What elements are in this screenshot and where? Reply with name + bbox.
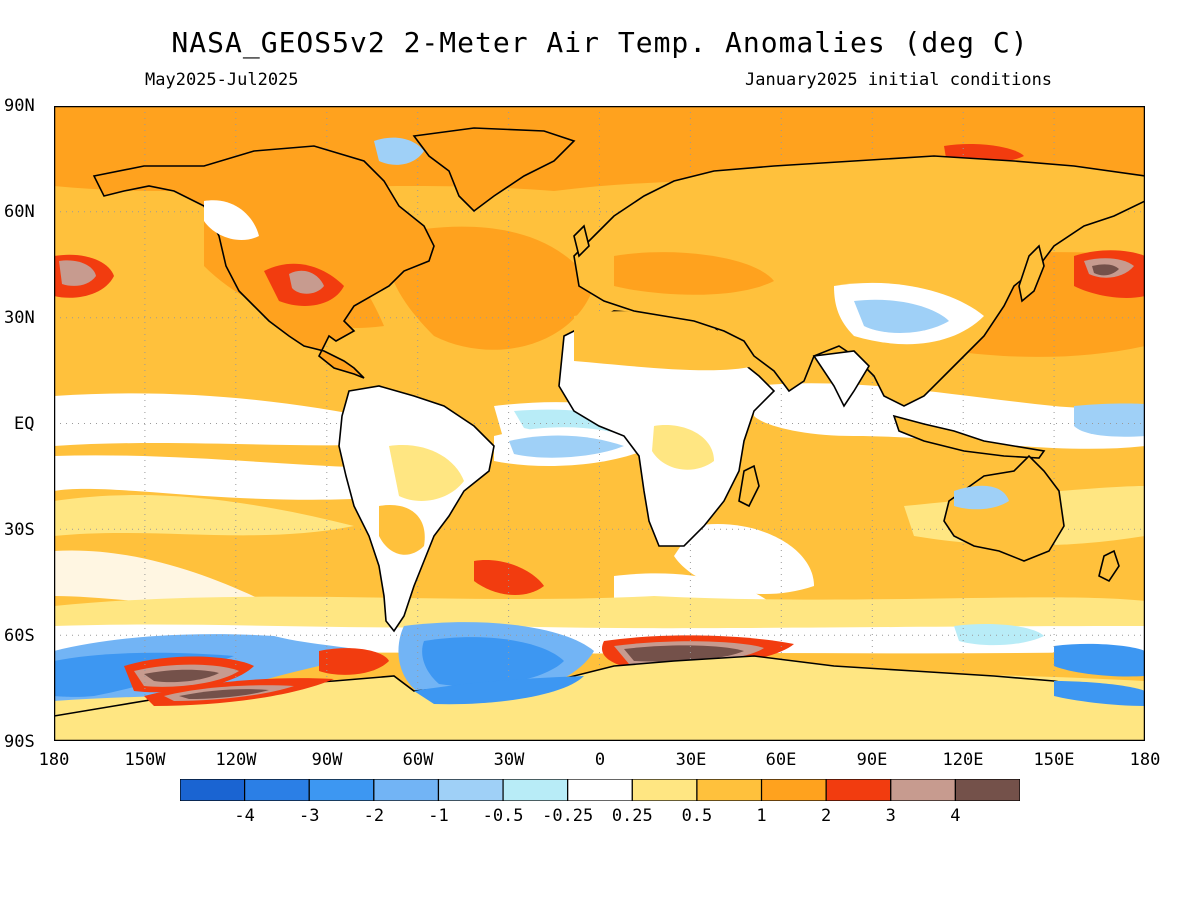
lat-label-60n: 60N <box>4 202 35 222</box>
eurasia <box>573 155 1145 407</box>
colorbar-tick-label: 0.25 <box>611 806 653 826</box>
colorbar-tick-label: 4 <box>950 806 961 826</box>
south-america <box>338 385 495 633</box>
colorbar-tick-label: 3 <box>885 806 896 826</box>
colorbar-tick-label: -0.25 <box>542 806 594 826</box>
colorbar-tick-label: 0.5 <box>681 806 713 826</box>
indonesia <box>892 414 1046 459</box>
colorbar-swatch <box>244 779 310 801</box>
british-isles <box>573 224 590 258</box>
lon-label-90w: 90W <box>311 750 343 770</box>
colorbar-tick-label: -3 <box>298 806 320 826</box>
map-title: NASA_GEOS5v2 2-Meter Air Temp. Anomalies… <box>171 26 1029 59</box>
lon-label-60e: 60E <box>765 750 797 770</box>
colorbar-tick-label: -4 <box>234 806 255 826</box>
colorbar-tick-label: -0.5 <box>482 806 524 826</box>
colorbar-tick-label: -1 <box>428 806 449 826</box>
lon-label-90e: 90E <box>856 750 888 770</box>
initial-conditions: January2025 initial conditions <box>745 70 1053 90</box>
lat-label-90n: 90N <box>4 96 35 116</box>
india <box>812 350 871 408</box>
colorbar-tick-label: 1 <box>756 806 767 826</box>
colorbar-tick-label: 2 <box>821 806 832 826</box>
colorbar-swatch <box>502 779 569 801</box>
lat-label-30n: 30N <box>4 308 35 328</box>
japan <box>1018 244 1045 303</box>
lon-label-150e: 150E <box>1033 750 1075 770</box>
lon-label-0: 0 <box>594 750 606 770</box>
lon-label-120w: 120W <box>215 750 257 770</box>
lat-label-eq: EQ <box>14 414 35 434</box>
colorbar-swatch <box>696 779 763 801</box>
colorbar-swatch <box>631 779 698 801</box>
lon-label-150w: 150W <box>124 750 166 770</box>
colorbar-swatch <box>890 779 956 801</box>
colorbar-tick-label: -2 <box>363 806 385 826</box>
colorbar-swatch <box>373 779 440 801</box>
forecast-period: May2025-Jul2025 <box>145 70 299 90</box>
north-america <box>92 145 435 379</box>
colorbar <box>180 779 1020 801</box>
new-zealand <box>1098 549 1120 583</box>
colorbar-swatch <box>437 779 504 801</box>
colorbar-swatch <box>760 779 827 801</box>
coastlines <box>54 127 1145 741</box>
colorbar-swatch <box>180 779 246 801</box>
australia <box>943 454 1065 562</box>
colorbar-swatch <box>825 779 892 801</box>
colorbar-swatch <box>954 779 1020 801</box>
lon-label-60w: 60W <box>402 750 434 770</box>
anomaly-map <box>54 106 1145 741</box>
madagascar <box>738 464 760 508</box>
lon-label-180e: 180 <box>1129 750 1161 770</box>
lat-label-60s: 60S <box>4 626 35 646</box>
lon-label-180w: 180 <box>38 750 70 770</box>
lat-label-90s: 90S <box>4 732 35 752</box>
lon-label-30e: 30E <box>675 750 707 770</box>
colorbar-swatch <box>567 779 633 801</box>
greenland <box>412 127 576 213</box>
lon-label-120e: 120E <box>942 750 984 770</box>
lon-label-30w: 30W <box>493 750 525 770</box>
lat-label-30s: 30S <box>4 520 35 540</box>
colorbar-swatch <box>308 779 375 801</box>
